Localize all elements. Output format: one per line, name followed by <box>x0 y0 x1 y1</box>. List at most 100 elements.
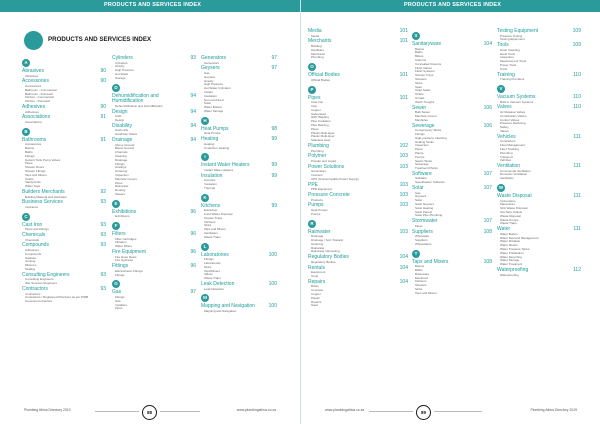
entry-subitem: Geberit Tank Pump Valves <box>25 158 61 162</box>
entry-subitem: Solar <box>204 102 212 106</box>
entry-title: Adhesives <box>22 103 46 110</box>
entry-subitem: Grab rails <box>115 129 129 133</box>
entry-subitem: Regulatory Bodies <box>311 260 336 264</box>
index-entry: Power Solutions 103 Generators Inverters UPS… <box>308 164 408 182</box>
entry-page-number: 97 <box>271 55 277 61</box>
entry-subitem: Sewerage <box>415 163 429 167</box>
entry-heading: Taps and Mixers 108 <box>412 259 492 266</box>
entry-title: Compounds <box>22 242 49 249</box>
entry-subitem: Built-In Vacuum Systems <box>500 100 534 104</box>
entry-heading: Consulting Engineers 93 <box>22 272 106 279</box>
section-letter-badge: W <box>497 184 505 193</box>
entry-title: Suppliers <box>412 228 433 235</box>
entry-heading: Bathrooms 91 <box>22 137 106 144</box>
entry-subitem: Adhesives <box>25 249 39 253</box>
index-entry: Pressure Concrete 103 Products <box>308 192 408 202</box>
top-bar: PRODUCTS AND SERVICES INDEX <box>0 0 300 12</box>
entry-title: Business Services <box>22 199 63 206</box>
entry-title: Plumbing <box>308 142 329 149</box>
entry-heading: Drainage 94 <box>112 137 196 144</box>
index-entry: Water 111 Water Boilers Water Demand Manage… <box>497 227 581 267</box>
entry-subitem: Underfloor Heating <box>204 146 230 150</box>
entry-subitem: Manholes <box>415 118 429 122</box>
entry-subitem: Rainwater <box>115 185 129 189</box>
entry-title: Exhibitions <box>112 208 137 215</box>
index-entry: Gas 97 Fittings Gas Installers Pipes <box>112 290 196 311</box>
entry-subitem: Gas <box>204 71 210 75</box>
left-page: PRODUCTS AND SERVICES INDEX PRODUCTS AND… <box>0 0 300 420</box>
section-marker-circle <box>24 31 43 50</box>
entry-title: Regulatory Bodies <box>308 254 349 261</box>
entry-page-number: 94 <box>190 122 196 129</box>
index-entry: Contractors 93 Contractors Contractors / Re… <box>22 286 106 304</box>
index-entry: Sewerage 106 Conservancy Tanks Fittings High… <box>412 123 492 171</box>
entry-title: Mapping and Navigation <box>201 303 255 310</box>
entry-heading: Tools 109 <box>497 43 581 49</box>
entry-page-number: 106 <box>483 104 492 111</box>
entry-subitem: Grease Traps <box>204 216 223 220</box>
index-entry: Leak Detection 100 Leak Detection <box>201 281 277 291</box>
entry-subitem: Waste Disposal <box>500 214 521 218</box>
entry-subitem: Drainage / Soil / Natural <box>311 239 343 243</box>
entry-page-number: 92 <box>100 188 106 195</box>
entry-subitem: Accessories <box>25 84 42 88</box>
entry-subitem: Geysers <box>204 75 216 79</box>
entry-page-number: 112 <box>573 267 581 274</box>
entry-subitem: Water Filtration <box>500 240 521 244</box>
entry-subitem: Rainwater <box>311 246 325 250</box>
entry-heading: Adhesives 90 <box>22 103 106 111</box>
entry-subitem: Wholesalers <box>415 242 432 246</box>
entry-subitem: Plastic Multi-layer <box>311 131 335 135</box>
entry-subitem: Sinks <box>204 265 212 269</box>
entry-heading: Valves 110 <box>497 105 581 111</box>
entry-page-number: 110 <box>573 104 581 111</box>
index-entry: Bathrooms 91 Accessories Basins Baths Fitting… <box>22 137 106 189</box>
entry-page-number: 109 <box>572 28 581 34</box>
entry-subitem: Water Recycling <box>500 255 522 259</box>
entry-subitem: Plumbing <box>500 151 513 155</box>
entry-subitem: Sealing <box>25 268 36 272</box>
entry-title: Official Bodies <box>308 72 340 79</box>
entry-subitem: Fittings <box>115 273 125 277</box>
entry-title: Filters <box>112 231 126 238</box>
entry-page-number: 93 <box>190 55 196 61</box>
entry-title: Kitchens <box>201 202 221 209</box>
entry-subitem: Contractors / Registered Plumbers as per… <box>25 296 89 300</box>
entry-page-number: 100 <box>268 281 277 288</box>
entry-subitem: Macerators <box>500 203 516 207</box>
section-letter-badge: K <box>201 193 209 202</box>
entry-subitem: Water Filters <box>115 245 132 249</box>
entry-heading: Software 107 <box>412 171 492 178</box>
page-footer: www.plumbingafrica.co.za 89 Plumbing Afr… <box>301 405 600 420</box>
entry-page-number: 93 <box>100 286 106 293</box>
entry-subitem: Building <box>311 44 322 48</box>
entry-subitem: Manhole Covers <box>115 177 137 181</box>
entry-subitem: Roofing <box>115 189 126 193</box>
entry-heading: Business Services 93 <box>22 200 106 206</box>
entry-page-number: 96 <box>190 231 196 238</box>
entry-page-number: 93 <box>100 242 106 249</box>
entry-subitem: Pumps <box>415 155 425 159</box>
entry-subitem: Pipes <box>115 307 123 311</box>
entry-page-number: 101 <box>399 72 408 79</box>
entry-subitem: Filter Cartridges <box>115 237 137 241</box>
section-letter-badge: B <box>22 127 30 136</box>
entry-subitem: Leak Detection <box>204 287 225 291</box>
entry-page-number: 99 <box>271 162 277 169</box>
running-header: PRODUCTS AND SERVICES INDEX <box>104 2 202 8</box>
entry-subitem: Water Taps <box>25 185 41 189</box>
index-entry: Stormwater 107 Pipes <box>412 219 492 228</box>
entry-subitem: Basins <box>25 147 35 151</box>
index-column: Cylinders 93 Cylinders Gravity High Pressure… <box>112 55 196 312</box>
entry-subitem: Contractors <box>500 140 516 144</box>
entry-subitem: Plumbing <box>311 149 324 153</box>
index-entry: Insulation 99 Acoustic Insulation Thermal <box>201 173 277 191</box>
entry-heading: Disability 94 <box>112 122 196 130</box>
entry-heading: Pumps 103 <box>308 203 408 209</box>
entry-title: Dehumidification and Humidification <box>112 92 159 105</box>
entry-subitem: Basins <box>415 47 425 51</box>
entry-subitem: Concrete <box>311 289 324 293</box>
entry-subitem: Water Demand Management <box>500 236 539 240</box>
section-letter-badge: R <box>308 219 316 228</box>
entry-heading: Filters 96 <box>112 231 196 238</box>
